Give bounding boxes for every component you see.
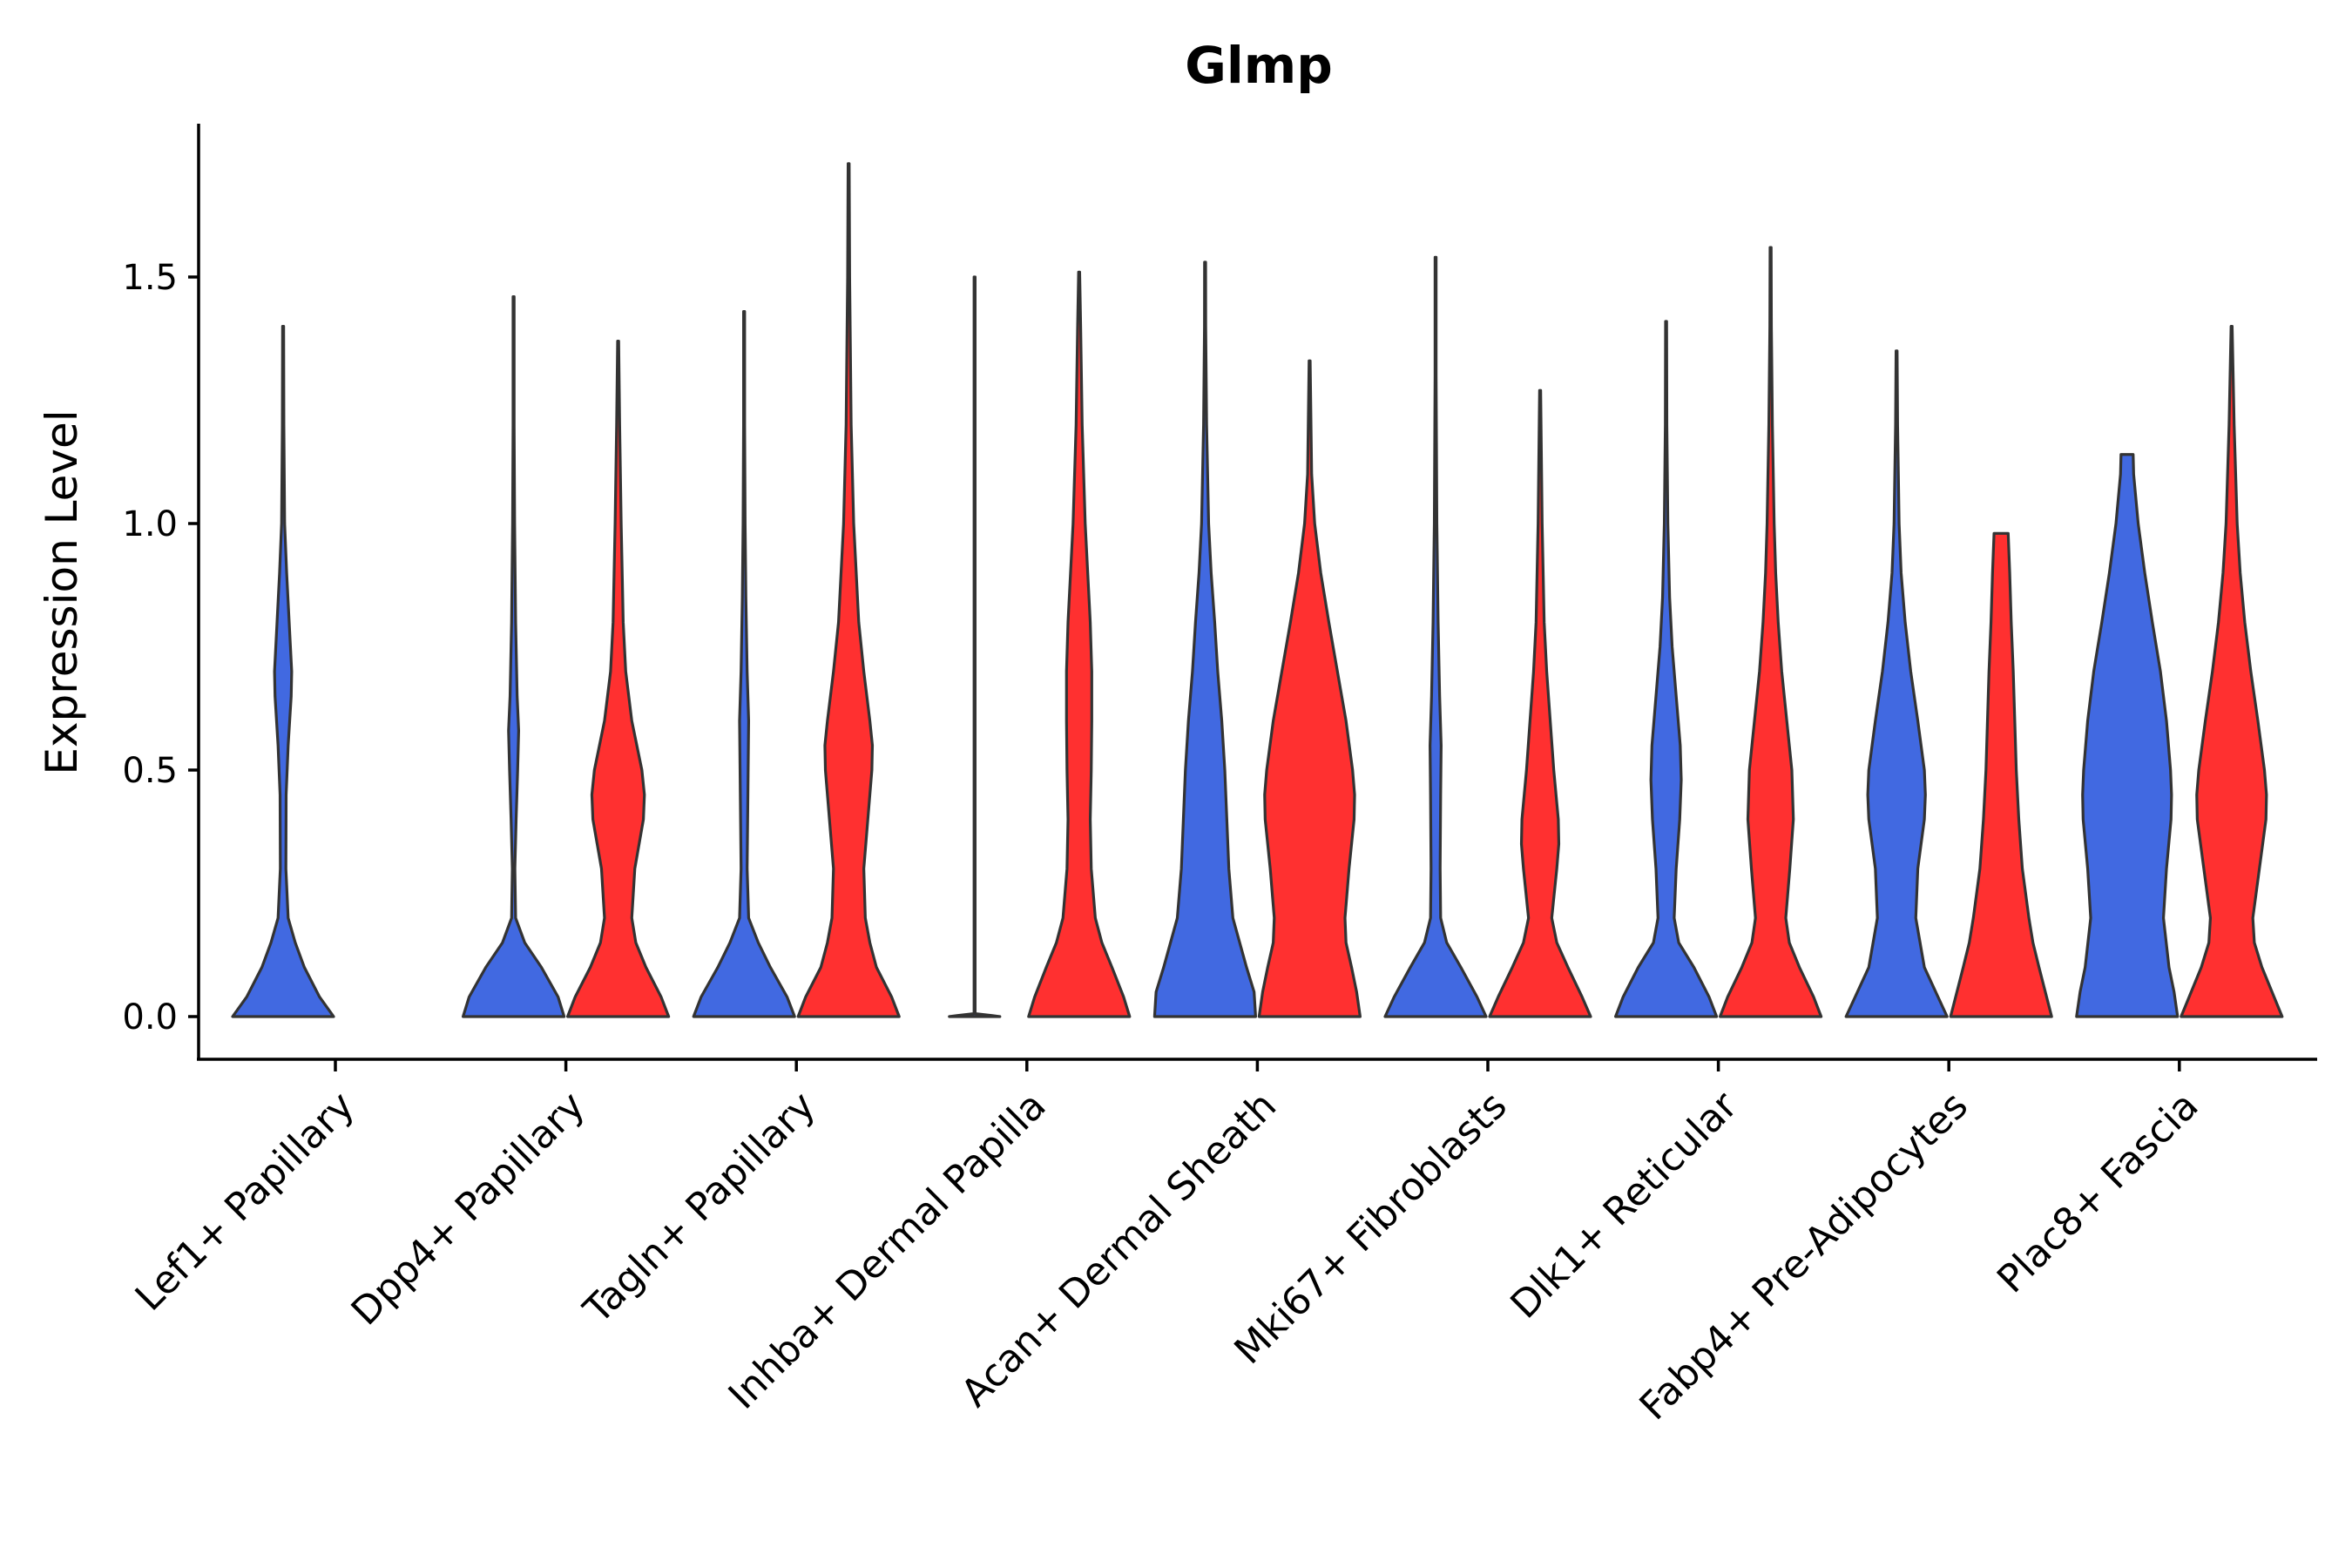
x-tick-label-1: Dpp4+ Papillary [343, 1084, 594, 1335]
violin-blue-1 [462, 295, 566, 1018]
violin-red-6 [1719, 246, 1823, 1018]
x-tick-label-8: Plac8+ Fascia [1989, 1084, 2207, 1302]
violin-blue-4 [1152, 260, 1257, 1018]
violin-red-2 [796, 162, 901, 1018]
violin-red-3 [1027, 270, 1132, 1018]
y-axis: 0.0 0.5 1.0 1.5 [122, 258, 199, 1037]
violin-blue-3 [948, 275, 1002, 1018]
violin-blue-5 [1383, 255, 1488, 1018]
x-tick-label-0: Lef1+ Papillary [127, 1084, 363, 1320]
violin-blue-7 [1844, 349, 1949, 1018]
violin-red-4 [1257, 359, 1362, 1018]
violin-blue-0 [231, 325, 335, 1018]
y-axis-label: Expression Level [37, 409, 87, 774]
violin-red-8 [2180, 325, 2284, 1018]
y-tick-label-3: 1.5 [122, 258, 178, 298]
violin-red-1 [566, 339, 671, 1018]
y-tick-label-1: 0.5 [122, 751, 178, 791]
violin-red-7 [1949, 531, 2053, 1018]
violin-blue-6 [1614, 320, 1719, 1018]
x-tick-label-2: Tagln+ Papillary [575, 1084, 824, 1333]
x-tick-label-6: Dlk1+ Reticular [1502, 1083, 1747, 1328]
violin-blue-8 [2075, 453, 2180, 1018]
y-tick-label-2: 1.0 [122, 504, 178, 544]
violin-red-5 [1488, 389, 1592, 1018]
chart-title: Glmp [1185, 36, 1332, 95]
violin-blue-2 [692, 310, 796, 1018]
y-tick-label-0: 0.0 [122, 997, 178, 1037]
plot-area [231, 162, 2284, 1018]
